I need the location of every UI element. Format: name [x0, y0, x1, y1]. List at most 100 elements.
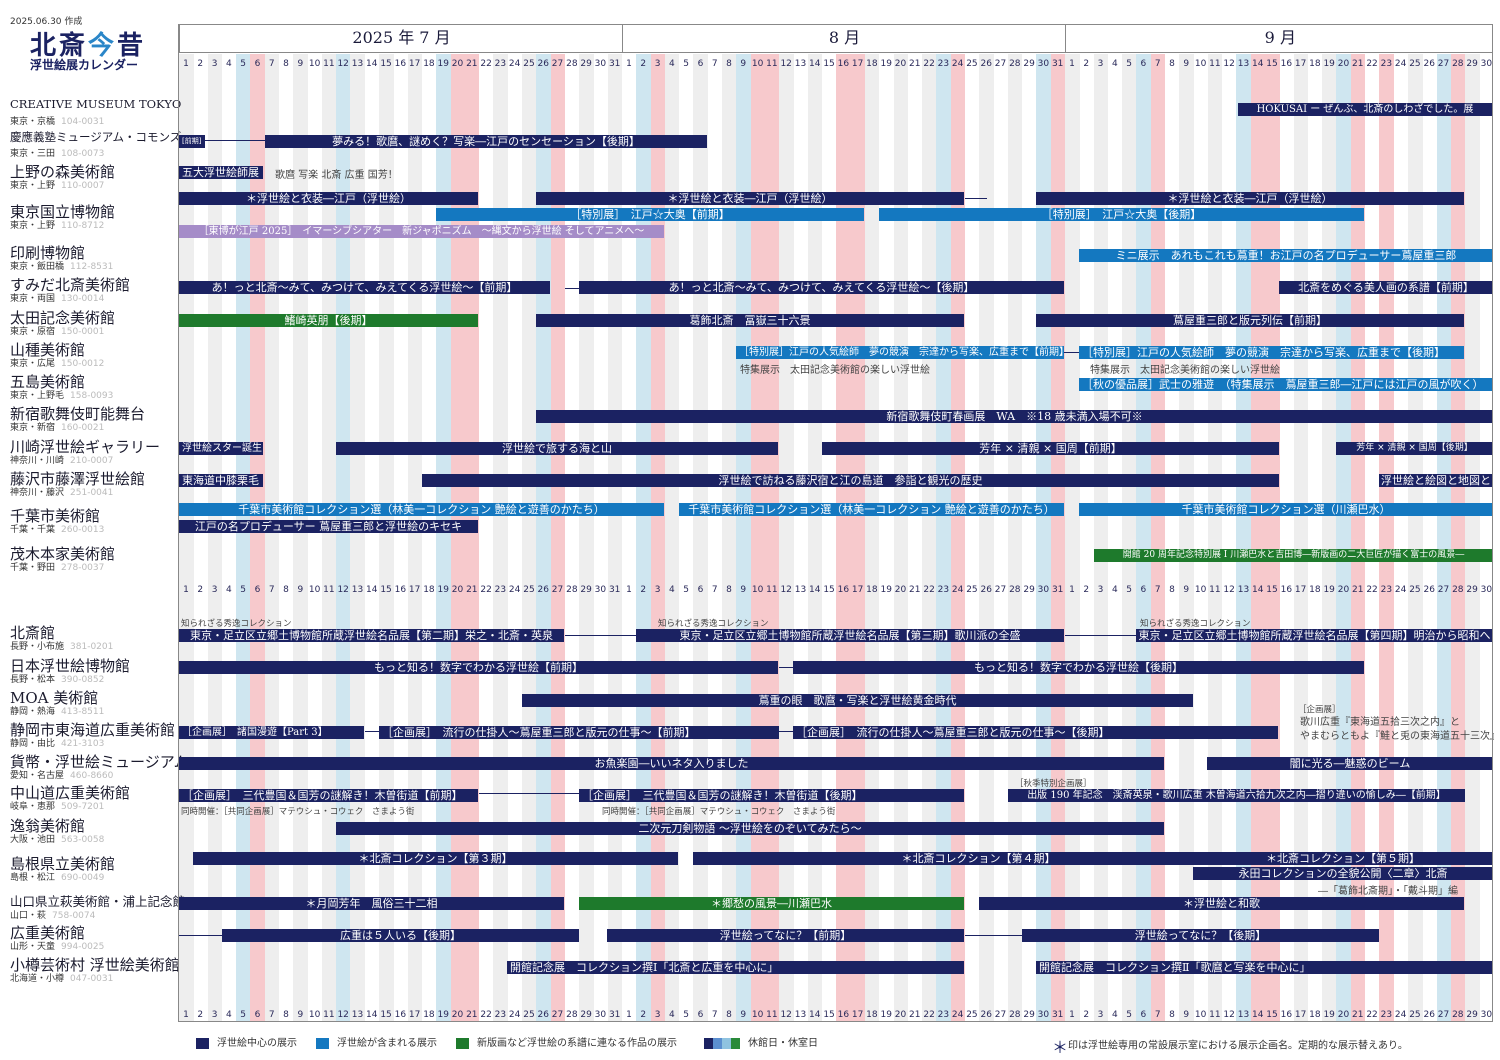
- museum-area: 島根・松江: [10, 873, 56, 883]
- day-number: 15: [1266, 59, 1278, 69]
- museum-postal-code: 158-0093: [70, 391, 114, 401]
- museum-name: 中山道広重美術館: [10, 784, 131, 802]
- day-number: 1: [183, 1010, 189, 1020]
- day-number: 22: [1366, 585, 1378, 595]
- museum-name: 川崎浮世絵ギャラリー: [10, 438, 161, 456]
- day-number: 4: [1111, 1010, 1118, 1020]
- exhibition-bar: ［特別展］ 江戸☆大奥【前期】: [436, 208, 864, 221]
- day-number: 20: [451, 585, 464, 595]
- day-number: 10: [308, 59, 321, 69]
- day-number: 3: [654, 59, 661, 69]
- museum-location: 千葉・野田 278-0037: [10, 560, 104, 573]
- day-number: 24: [951, 1010, 964, 1020]
- day-number: 20: [1337, 585, 1350, 595]
- exhibition-bar: 東京・足立区立郷土博物館所蔵浮世絵名品展【第二期】栄之・北斎・英泉: [179, 629, 564, 642]
- legend-label: 休館日・休室日: [748, 1038, 818, 1049]
- museum-area: 東京・広尾: [10, 359, 56, 369]
- day-number: 26: [537, 585, 549, 595]
- day-number: 29: [580, 59, 592, 69]
- day-number: 3: [654, 1010, 661, 1020]
- museum-postal-code: 104-0031: [61, 117, 105, 127]
- day-number: 20: [894, 59, 907, 69]
- day-number: 6: [697, 585, 704, 595]
- museum-location: 神奈川・川崎 210-0007: [10, 453, 113, 466]
- day-number: 30: [1480, 1010, 1493, 1020]
- day-column: [1207, 54, 1223, 1022]
- day-number: 9: [297, 59, 304, 69]
- day-number: 4: [668, 1010, 675, 1020]
- day-number: 17: [851, 1010, 864, 1020]
- day-number: 27: [1437, 1010, 1450, 1020]
- day-number: 14: [809, 585, 821, 595]
- exhibition-bar: ［秋の優品展］武士の雅遊 （特集展示 蔦屋重三郎―江戸には江戸の風が吹く）: [1079, 378, 1493, 391]
- day-number: 14: [1252, 1010, 1264, 1020]
- day-number: 1: [183, 59, 189, 69]
- day-number: 23: [494, 585, 507, 595]
- exhibition-bar: 五大浮世絵師展: [179, 166, 263, 179]
- museum-location: 東京・原宿 150-0001: [10, 324, 104, 337]
- day-number: 27: [551, 59, 564, 69]
- day-number: 18: [1309, 585, 1321, 595]
- day-number: 13: [351, 1010, 364, 1020]
- day-number: 3: [211, 1010, 218, 1020]
- day-number: 16: [1280, 59, 1293, 69]
- day-number: 25: [523, 1010, 535, 1020]
- day-number: 27: [994, 585, 1007, 595]
- museum-name: 慶應義塾ミュージアム・コモンズ: [10, 130, 182, 144]
- day-number: 15: [380, 1010, 392, 1020]
- museum-location: 山口・萩 758-0074: [10, 908, 95, 921]
- exhibition-bar: 浮世絵ってなに？【前期】: [607, 929, 964, 942]
- title-part-a: 北斎: [30, 31, 89, 61]
- museum-area: 東京・両国: [10, 294, 56, 304]
- day-number: 4: [225, 1010, 232, 1020]
- day-number: 11: [323, 1010, 335, 1020]
- exhibition-bar: 千葉市美術館コレクション選（川瀬巴水）: [1079, 503, 1493, 516]
- day-number: 16: [394, 59, 407, 69]
- exhibition-bar: ＊浮世絵と衣装―江戸（浮世絵）: [179, 192, 478, 205]
- day-number: 24: [508, 585, 521, 595]
- day-number: 2: [1083, 1010, 1090, 1020]
- day-number: 25: [1409, 59, 1421, 69]
- museum-area: 静岡・熱海: [10, 707, 56, 717]
- day-number: 21: [466, 585, 478, 595]
- day-number: 23: [1380, 59, 1393, 69]
- day-number: 12: [1223, 59, 1235, 69]
- day-number: 27: [1437, 585, 1450, 595]
- exhibition-note: 特集展示 太田記念美術館の楽しい浮世絵: [1090, 365, 1280, 376]
- day-number: 3: [1097, 585, 1104, 595]
- day-column: [636, 54, 651, 1022]
- day-number: 17: [408, 1010, 421, 1020]
- day-number: 10: [751, 585, 764, 595]
- exhibition-bar: 蔦屋重三郎と版元列伝【前期】: [1036, 314, 1464, 327]
- day-number: 8: [1169, 59, 1175, 69]
- museum-area: 千葉・野田: [10, 563, 56, 573]
- day-number: 19: [880, 585, 892, 595]
- museum-area: 神奈川・川崎: [10, 456, 65, 466]
- connector-line: [365, 731, 379, 732]
- day-number: 23: [1380, 585, 1393, 595]
- day-number: 4: [1111, 585, 1118, 595]
- day-number: 19: [1323, 59, 1335, 69]
- day-number: 22: [923, 585, 935, 595]
- day-number: 24: [508, 59, 521, 69]
- day-number: 10: [1194, 59, 1207, 69]
- day-number: 8: [1169, 1010, 1175, 1020]
- day-number: 27: [1437, 59, 1450, 69]
- day-number: 29: [1466, 1010, 1478, 1020]
- day-column: [836, 54, 851, 1022]
- day-column: [1379, 54, 1394, 1022]
- day-number: 15: [823, 1010, 835, 1020]
- day-number: 7: [1154, 59, 1161, 69]
- day-column: [736, 54, 751, 1022]
- day-number: 16: [1280, 585, 1293, 595]
- day-number: 17: [408, 59, 421, 69]
- day-number: 30: [1480, 59, 1493, 69]
- day-number: 31: [1051, 59, 1064, 69]
- exhibition-note: 同時開催：［共同企画展］マテウシュ・コウェク さまよう街: [181, 807, 415, 817]
- museum-name: 静岡市東海道広重美術館: [10, 721, 176, 739]
- museum-area: 静岡・由比: [10, 739, 56, 749]
- day-number: 13: [1237, 585, 1250, 595]
- day-column: [664, 54, 680, 1022]
- day-number: 28: [566, 585, 578, 595]
- day-number: 11: [323, 59, 335, 69]
